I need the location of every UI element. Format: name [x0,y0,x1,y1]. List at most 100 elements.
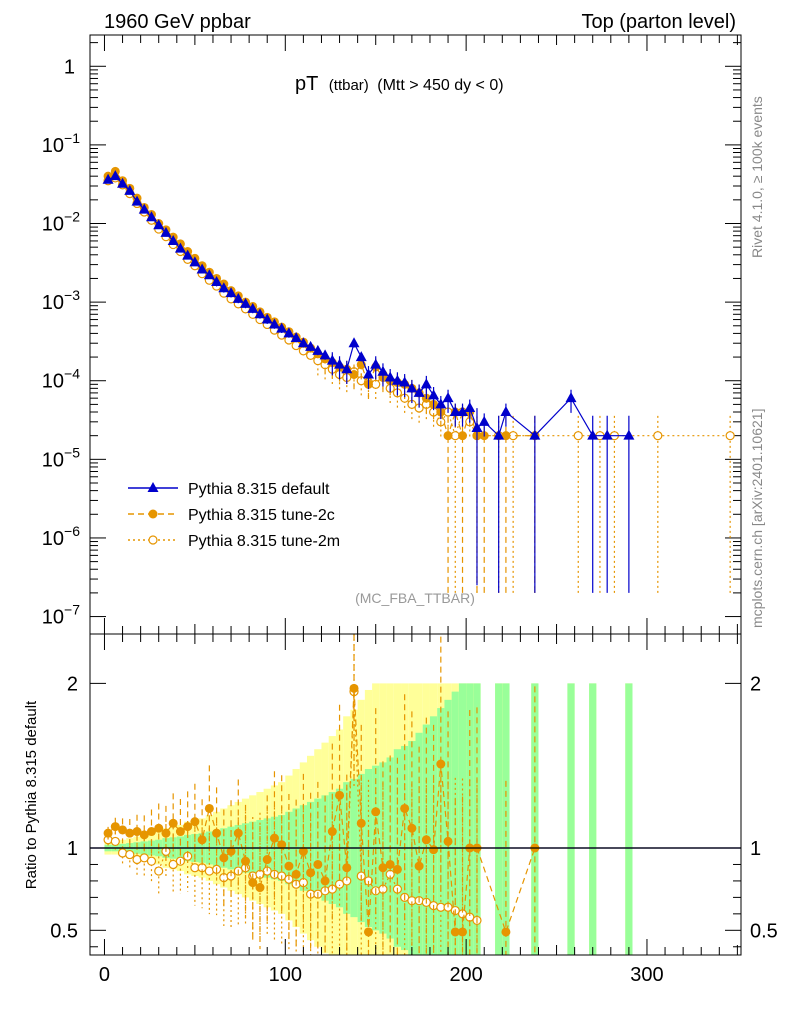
ytick-base: 10 [42,214,64,236]
data-point-triangle [464,401,476,412]
data-point-triangle [145,211,157,222]
data-point-triangle [529,429,541,440]
data-point-triangle [334,358,346,369]
ratio-ytick-label-left: 2 [67,673,78,695]
ratio-point-filled-circle [371,807,381,817]
mcplots-side-label: mcplots.cern.ch [arXiv:2401.10621] [749,409,765,628]
ratio-point-open-circle [146,856,157,866]
data-point-triangle [203,269,215,280]
ytick-base: 10 [42,607,64,629]
ratio-point-filled-circle [241,856,251,866]
series-0 [102,170,635,593]
top-ytick-label: 10−1 [42,130,80,157]
ytick-exponent: −2 [64,209,80,225]
ratio-point-filled-circle [342,863,352,873]
xtick-label: 300 [630,964,663,986]
ratio-point-filled-circle [212,828,222,838]
plot-title: pT (ttbar) (Mtt > 450 dy < 0) [295,73,504,95]
ratio-point-filled-circle [219,853,229,863]
data-point-triangle [196,263,208,274]
ratio-point-filled-circle [349,683,359,693]
data-point-triangle [384,371,396,382]
legend-marker-filled-circle [148,509,158,519]
ratio-band-inner [415,732,423,955]
ratio-point-filled-circle [190,817,200,827]
data-point-triangle [587,429,599,440]
data-point-triangle [268,318,280,329]
ratio-point-filled-circle [269,833,279,843]
xtick-label: 100 [269,964,302,986]
xtick-label: 200 [449,964,482,986]
ytick-exponent: −5 [64,444,80,460]
data-point-triangle [435,398,447,409]
data-point-triangle [182,249,194,260]
ratio-point-filled-circle [103,828,113,838]
ratio-point-open-circle [110,836,120,847]
data-point-triangle [355,351,367,362]
ratio-point-filled-circle [284,861,294,871]
ytick-exponent: −6 [64,523,80,539]
data-point-open-circle [725,431,735,441]
top-ytick-label: 10−3 [42,287,80,314]
ratio-point-filled-circle [248,878,258,888]
data-point-filled-circle [349,370,359,380]
data-point-triangle [189,256,201,267]
ratio-point-filled-circle [414,861,424,871]
ratio-point-filled-circle [443,836,453,846]
data-point-triangle [305,340,317,351]
ratio-series-0 [103,634,540,955]
ratio-point-filled-circle [110,822,120,832]
data-point-triangle [377,365,389,376]
ytick-base: 10 [42,528,64,550]
ratio-point-filled-circle [154,823,164,833]
top-ytick-label: 10−4 [42,366,80,393]
data-point-filled-circle [501,431,511,441]
data-point-triangle [117,177,129,188]
ratio-point-filled-circle [450,927,460,937]
plot-title-main: pT [295,73,318,95]
data-point-triangle [391,374,403,385]
data-point-triangle [399,376,411,387]
watermark: (MC_FBA_TTBAR) [355,590,475,606]
ratio-point-filled-circle [298,846,308,856]
ratio-point-filled-circle [255,883,265,893]
data-point-triangle [341,363,353,374]
data-point-triangle [232,292,244,303]
ratio-point-filled-circle [320,876,330,886]
ratio-point-filled-circle [356,818,366,828]
data-point-triangle [362,368,374,379]
data-point-triangle [261,313,273,324]
data-point-triangle [167,234,179,245]
ratio-ytick-label-right: 0.5 [750,920,778,942]
legend-label: Pythia 8.315 tune-2c [188,507,335,524]
ratio-point-filled-circle [161,828,171,838]
data-point-triangle [406,382,418,393]
bottom-axis-ticks: 0.5 0.5 1 1 2 2 0 100 200 300 [50,634,778,986]
data-point-triangle [131,195,143,206]
ratio-point-filled-circle [392,864,402,874]
top-ytick-label: 10−6 [42,523,80,550]
data-point-triangle [500,406,512,417]
ratio-point-filled-circle [306,868,316,878]
ratio-point-filled-circle [429,845,439,855]
ytick-base: 10 [42,135,64,157]
data-point-triangle [370,358,382,369]
data-point-triangle [109,170,121,181]
ytick-exponent: −4 [64,366,80,382]
data-point-triangle [153,219,165,230]
ratio-band-inner [567,683,575,955]
ratio-band-inner [589,683,597,955]
data-point-triangle [290,331,302,342]
legend-label: Pythia 8.315 tune-2m [188,533,340,550]
top-ytick-label: 10−7 [42,602,80,629]
ratio-ytick-label-right: 2 [750,673,761,695]
rivet-side-label: Rivet 4.1.0, ≥ 100k events [749,96,765,258]
data-point-triangle [247,302,259,313]
ratio-point-filled-circle [501,927,511,937]
ratio-point-filled-circle [400,803,410,813]
data-point-triangle [297,337,309,348]
ratio-point-filled-circle [291,869,301,879]
ratio-point-filled-circle [262,855,272,865]
top-series-layer [102,166,735,593]
